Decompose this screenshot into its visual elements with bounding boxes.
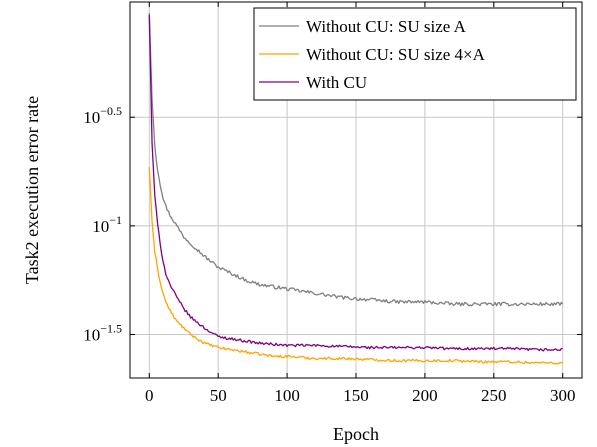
y-tick-label: 10−0.5: [83, 104, 122, 127]
series-layer: [148, 12, 564, 365]
x-tick-label: 100: [274, 386, 300, 405]
x-tick-label: 250: [481, 386, 507, 405]
x-tick-label: 0: [145, 386, 154, 405]
x-tick-label: 150: [343, 386, 369, 405]
x-tick-label: 200: [412, 386, 438, 405]
legend: Without CU: SU size A Without CU: SU size…: [253, 7, 577, 101]
legend-label: Without CU: SU size A: [306, 17, 467, 36]
series-line: [148, 12, 564, 307]
series-line: [148, 167, 564, 365]
series-line: [148, 15, 563, 352]
x-tick-label: 50: [210, 386, 227, 405]
y-tick-exponent: −1.5: [100, 322, 122, 336]
x-axis-label: Epoch: [333, 424, 379, 444]
y-tick-label: 10−1.5: [83, 322, 122, 345]
y-tick-label: 10−1: [92, 213, 122, 236]
y-tick-base: 10: [83, 108, 100, 127]
legend-box: [253, 7, 577, 101]
y-tick-exponent: −1: [109, 213, 122, 227]
x-tick-label: 300: [550, 386, 576, 405]
y-axis-label: Task2 execution error rate: [22, 96, 42, 284]
y-tick-base: 10: [83, 326, 100, 345]
legend-label: With CU: [306, 73, 367, 92]
y-tick-base: 10: [92, 217, 109, 236]
y-tick-exponent: −0.5: [100, 104, 122, 118]
legend-label: Without CU: SU size 4×A: [306, 45, 486, 64]
